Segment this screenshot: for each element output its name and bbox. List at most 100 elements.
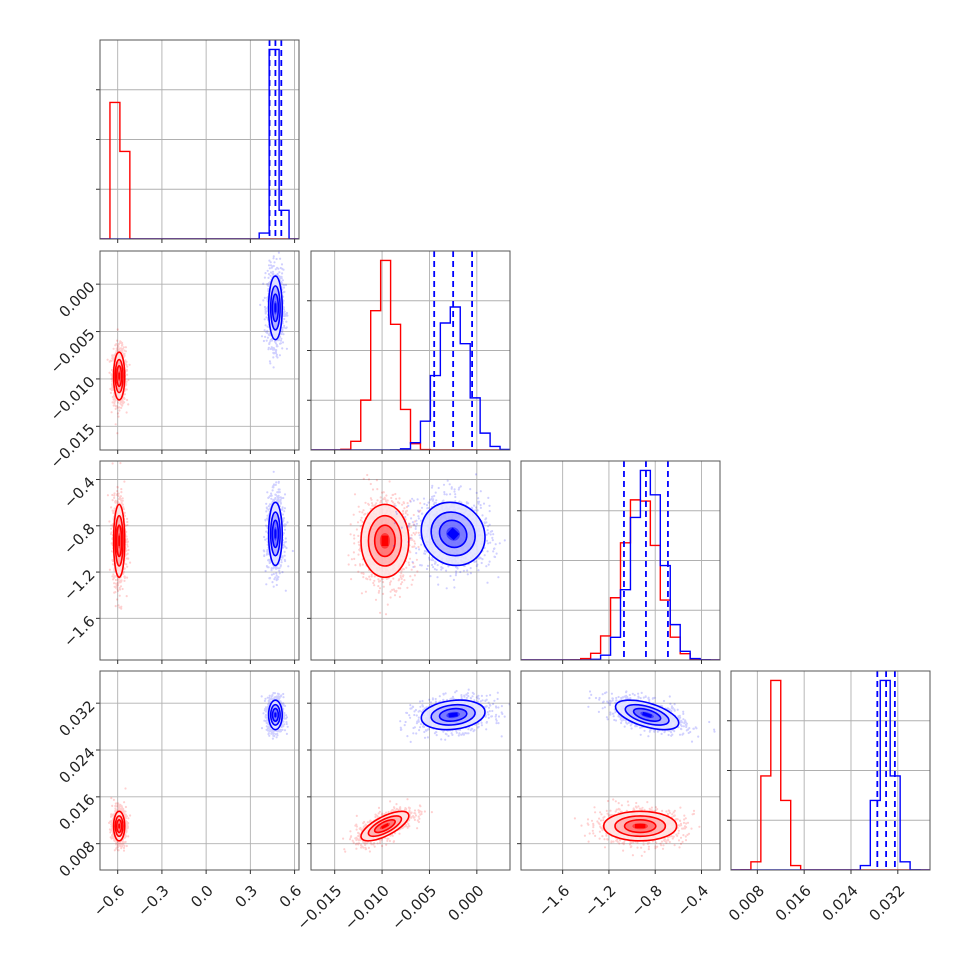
- y-tick-label-p2-2: −0.8: [60, 520, 98, 558]
- mode-marker-blue: [274, 529, 277, 539]
- scatter-panel-p0-p3: [96, 670, 300, 871]
- x-tick-label-p3-3: 0.032: [865, 882, 908, 925]
- histogram-panel-p1: [307, 250, 511, 451]
- mode-marker-red: [380, 823, 389, 830]
- contour-blue: [420, 699, 486, 731]
- grid: [311, 251, 510, 450]
- mode-marker-red: [118, 372, 120, 380]
- x-tick-label-p0-3: 0.3: [231, 882, 261, 912]
- panel-frame: [310, 250, 511, 451]
- y-tick-label-p1-1: −0.010: [47, 373, 99, 425]
- contour-blue: [271, 519, 280, 549]
- scatter-panel-p0-p2: [96, 460, 300, 661]
- y-tick-label-p3-2: 0.024: [55, 744, 98, 787]
- samples-blue: [399, 688, 510, 743]
- panel-frame: [99, 250, 300, 451]
- y-tick-label-p1-0: −0.015: [47, 420, 99, 472]
- x-tick-label-p1-2: −0.005: [388, 882, 440, 934]
- samples-blue: [262, 470, 294, 592]
- x-tick-label-p2-0: −1.6: [535, 882, 573, 920]
- scatter-panel-p1-p2: [307, 460, 511, 661]
- x-tick-label-p3-0: 0.008: [725, 882, 768, 925]
- mode-marker-red: [634, 823, 646, 829]
- samples-red: [106, 328, 131, 435]
- y-tick-label-p2-0: −1.6: [60, 612, 98, 650]
- contour-red: [360, 503, 410, 579]
- contour-blue: [632, 707, 662, 723]
- samples-blue: [392, 473, 506, 590]
- grid: [100, 671, 299, 870]
- x-tick-label-p2-2: −0.8: [627, 882, 665, 920]
- contour-blue: [269, 511, 281, 557]
- contour-blue: [624, 703, 670, 726]
- x-tick-label-p2-1: −1.2: [581, 882, 619, 920]
- grid: [731, 671, 930, 870]
- x-tick-label-p0-2: 0.0: [187, 882, 217, 912]
- mode-marker-red: [118, 535, 120, 547]
- y-tick-label-p2-1: −1.2: [60, 566, 98, 604]
- samples-red: [108, 787, 132, 852]
- contour-blue: [267, 699, 284, 731]
- y-tick-label-p3-0: 0.008: [55, 837, 98, 880]
- panel-frame: [99, 39, 300, 240]
- scatter-panel-p2-p3: [517, 670, 721, 871]
- histogram-blue-p1: [311, 306, 510, 450]
- scatter-panel-p1-p3: [307, 670, 511, 871]
- panel-frame: [99, 460, 300, 661]
- contour-red: [614, 815, 667, 838]
- x-tick-label-p1-3: 0.000: [444, 882, 487, 925]
- contour-red: [112, 810, 126, 842]
- contour-red: [114, 514, 124, 567]
- contour-blue: [267, 275, 284, 341]
- panel-frame: [310, 670, 511, 871]
- contour-blue: [430, 511, 476, 557]
- histogram-panel-p3: [727, 670, 931, 871]
- samples-red: [573, 798, 701, 857]
- panel-frame: [520, 460, 721, 661]
- contour-red: [373, 818, 396, 834]
- samples-red: [106, 462, 132, 610]
- contour-blue: [269, 285, 281, 331]
- contour-red: [112, 351, 126, 401]
- panel-frame: [310, 460, 511, 661]
- samples-red: [342, 798, 434, 853]
- x-tick-label-p3-1: 0.016: [772, 882, 815, 925]
- x-tick-label-p2-3: −0.4: [674, 882, 712, 920]
- contour-red: [115, 365, 123, 388]
- contour-blue: [269, 703, 281, 726]
- scatter-panel-p0-p1: [96, 250, 300, 451]
- y-tick-label-p3-3: 0.032: [55, 697, 98, 740]
- contour-blue: [438, 707, 468, 723]
- contour-red: [114, 815, 124, 838]
- samples-blue: [587, 690, 716, 743]
- contour-red: [367, 514, 403, 567]
- contour-blue: [438, 519, 468, 549]
- panel-frame: [730, 670, 931, 871]
- contour-red: [367, 815, 403, 838]
- x-tick-label-p1-0: −0.015: [293, 882, 345, 934]
- contour-blue: [420, 501, 486, 567]
- x-tick-label-p3-2: 0.024: [819, 882, 862, 925]
- panel-frame: [520, 670, 721, 871]
- y-tick-label-p2-3: −0.4: [60, 473, 98, 511]
- y-tick-label-p1-2: −0.005: [47, 325, 99, 377]
- grid: [311, 671, 510, 870]
- samples-blue: [259, 251, 289, 369]
- grid: [521, 671, 720, 870]
- mode-marker-red: [381, 535, 389, 547]
- contour-red: [112, 503, 126, 579]
- contour-red: [115, 818, 123, 834]
- contour-blue: [267, 501, 284, 567]
- mode-marker-blue: [448, 712, 458, 718]
- mode-marker-blue: [446, 527, 460, 541]
- x-tick-label-p0-1: −0.3: [134, 882, 172, 920]
- grid: [100, 251, 299, 450]
- samples-red: [347, 473, 422, 616]
- x-tick-label-p0-4: 0.6: [276, 882, 306, 912]
- contour-red: [115, 524, 123, 558]
- contour-blue: [271, 707, 280, 723]
- mode-marker-red: [118, 823, 120, 829]
- contour-blue: [614, 699, 680, 731]
